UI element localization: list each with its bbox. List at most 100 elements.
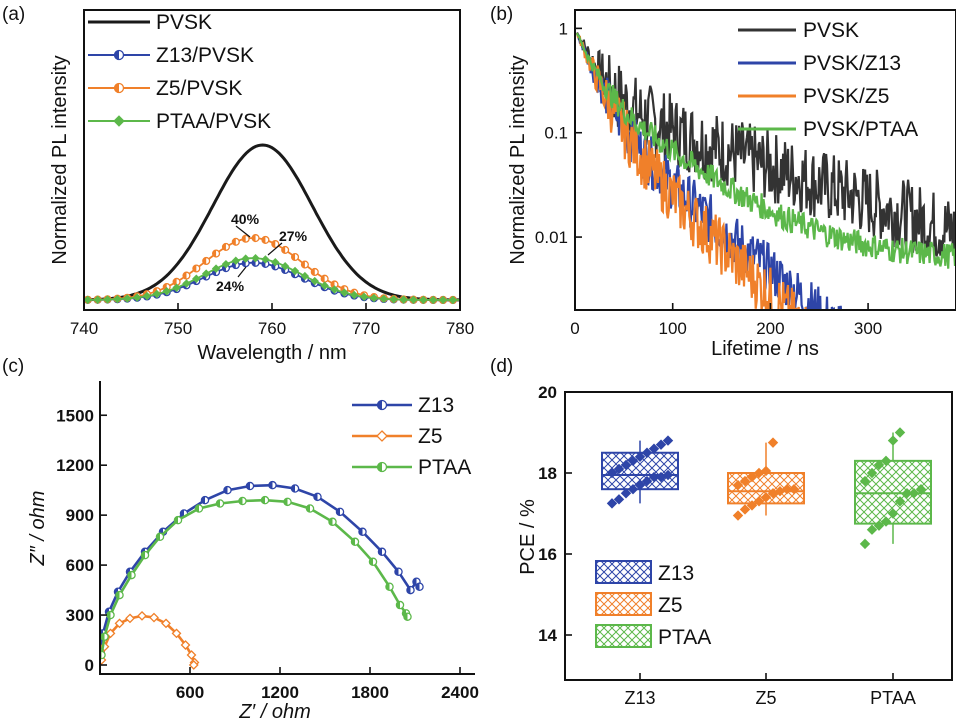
panel-b-xlabel: Lifetime / ns — [711, 338, 819, 360]
data-point-ptaa-pvsk — [123, 294, 132, 303]
legend-marker-z13-fill — [377, 400, 382, 410]
data-point-ptaa — [859, 538, 871, 550]
data-point-z13 — [627, 455, 639, 467]
legend-label-ptaa: PTAA — [418, 456, 471, 479]
panel-c-xlabel: Z′ / ohm — [238, 701, 311, 722]
legend-label-pvsk-ptaa: PVSK/PTAA — [803, 118, 918, 141]
data-point-ptaa — [873, 520, 885, 531]
panel-label-a: (a) — [2, 4, 25, 25]
data-point-ptaa-pvsk — [201, 269, 211, 278]
panel-c-x-ticks: 600 1200 1800 2400 — [176, 667, 479, 702]
data-point-ptaa-pvsk — [271, 258, 280, 267]
panel-a-legend: PVSK Z13/PVSK Z5/PVSK PTAA/PVSK — [88, 11, 271, 133]
legend-marker-z5 — [376, 430, 388, 442]
data-point-z13 — [606, 467, 618, 479]
data-point-ptaa-pvsk — [172, 283, 181, 292]
data-point-ptaa-pvsk — [379, 294, 389, 304]
data-point-ptaa-fill — [369, 558, 373, 566]
series-line-pvsk-z13 — [575, 32, 844, 310]
data-point-z5 — [781, 483, 793, 495]
data-point-z13 — [634, 479, 646, 491]
legend-label-ptaa-pvsk: PTAA/PVSK — [156, 110, 271, 133]
data-point-z13 — [641, 475, 653, 487]
data-point-z5 — [746, 500, 758, 511]
series-line-z13 — [100, 483, 421, 652]
data-point-ptaa-fill — [174, 516, 178, 524]
data-point-ptaa — [901, 488, 913, 499]
y-tick-label: 14 — [538, 626, 557, 645]
legend-label-pvsk-z13: PVSK/Z13 — [803, 52, 901, 75]
legend-swatch-z13 — [595, 560, 652, 584]
data-point-ptaa-fill — [100, 633, 105, 641]
data-point-z13-fill — [246, 482, 250, 490]
data-point-z13 — [648, 443, 660, 454]
data-point-z13 — [613, 463, 625, 475]
data-point-z5 — [114, 618, 125, 629]
y-tick-label: 1 — [559, 19, 568, 38]
panel-d-x-ticks: Z13 Z5 PTAA — [624, 673, 916, 708]
data-point-z13-fill — [415, 583, 420, 591]
data-point-ptaa — [873, 459, 885, 471]
panel-b-x-ticks: 0 100 200 300 — [570, 303, 882, 338]
panel-b-frame — [574, 9, 956, 311]
data-point-ptaa-fill — [216, 499, 220, 508]
x-tick-label: 1800 — [351, 683, 389, 702]
data-point-ptaa-fill — [261, 496, 265, 504]
data-point-ptaa-pvsk — [320, 281, 329, 290]
data-point-ptaa-fill — [115, 591, 120, 599]
data-point-ptaa-fill — [351, 538, 355, 546]
y-tick-label: 600 — [66, 556, 94, 575]
data-point-z5 — [760, 465, 772, 477]
y-tick-label: 0.01 — [535, 228, 568, 247]
data-point-ptaa-pvsk — [429, 295, 438, 305]
data-point-z5-pvsk-fill — [192, 265, 197, 272]
data-point-ptaa-pvsk — [182, 279, 191, 288]
legend-label-z13-pvsk: Z13/PVSK — [156, 44, 254, 67]
legend-swatch-ptaa — [595, 624, 652, 648]
legend-label-pvsk-z5: PVSK/Z5 — [803, 85, 889, 108]
data-point-ptaa-fill — [156, 533, 160, 541]
x-tick-label: Z5 — [755, 688, 776, 708]
x-tick-label: 750 — [164, 319, 192, 338]
data-point-ptaa-pvsk — [221, 259, 231, 269]
panel-a-plot: 740 750 760 770 780 Wavelength / nm Normaliz… — [49, 9, 474, 364]
panel-label-b: (b) — [490, 4, 513, 25]
data-point-ptaa-fill — [328, 518, 333, 526]
data-point-z13-fill — [268, 481, 273, 489]
legend-label-z5: Z5 — [658, 594, 683, 617]
series-line-pvsk — [84, 143, 460, 302]
data-point-ptaa-pvsk — [251, 253, 260, 263]
data-point-z13-fill — [358, 528, 363, 536]
annotation-arrow-40 — [235, 225, 251, 238]
data-point-ptaa-pvsk — [419, 295, 428, 305]
x-tick-label: 100 — [659, 319, 687, 338]
data-point-z13 — [627, 483, 639, 495]
data-point-z5 — [161, 618, 171, 629]
data-point-ptaa-pvsk — [261, 255, 270, 264]
data-point-ptaa — [887, 508, 899, 519]
legend-marker-z5-pvsk-fill — [114, 83, 119, 93]
data-point-z13 — [648, 471, 660, 483]
data-point-z5 — [171, 628, 182, 639]
legend-marker-ptaa-fill — [377, 462, 382, 472]
data-point-ptaa — [880, 455, 892, 467]
data-point-z13 — [620, 488, 632, 499]
panel-c-ylabel: Z″ / ohm — [27, 491, 49, 567]
data-point-z5 — [732, 510, 744, 521]
data-point-ptaa-fill — [238, 497, 243, 505]
data-point-z5 — [753, 496, 765, 507]
data-point-ptaa-pvsk — [241, 254, 250, 263]
series-line-pvsk-z5 — [575, 32, 807, 310]
x-tick-label: PTAA — [870, 688, 916, 708]
data-point-z13 — [634, 451, 646, 463]
x-tick-label: 200 — [756, 319, 784, 338]
data-point-ptaa-pvsk — [438, 295, 448, 305]
data-point-z5 — [739, 475, 751, 487]
series-line-ptaa — [100, 498, 409, 656]
x-tick-label: 780 — [446, 319, 474, 338]
data-point-z5 — [180, 640, 191, 650]
data-point-z5-pvsk-fill — [281, 246, 286, 254]
data-point-ptaa-pvsk — [280, 261, 290, 271]
data-point-ptaa — [908, 488, 920, 499]
data-point-z5 — [739, 504, 751, 515]
